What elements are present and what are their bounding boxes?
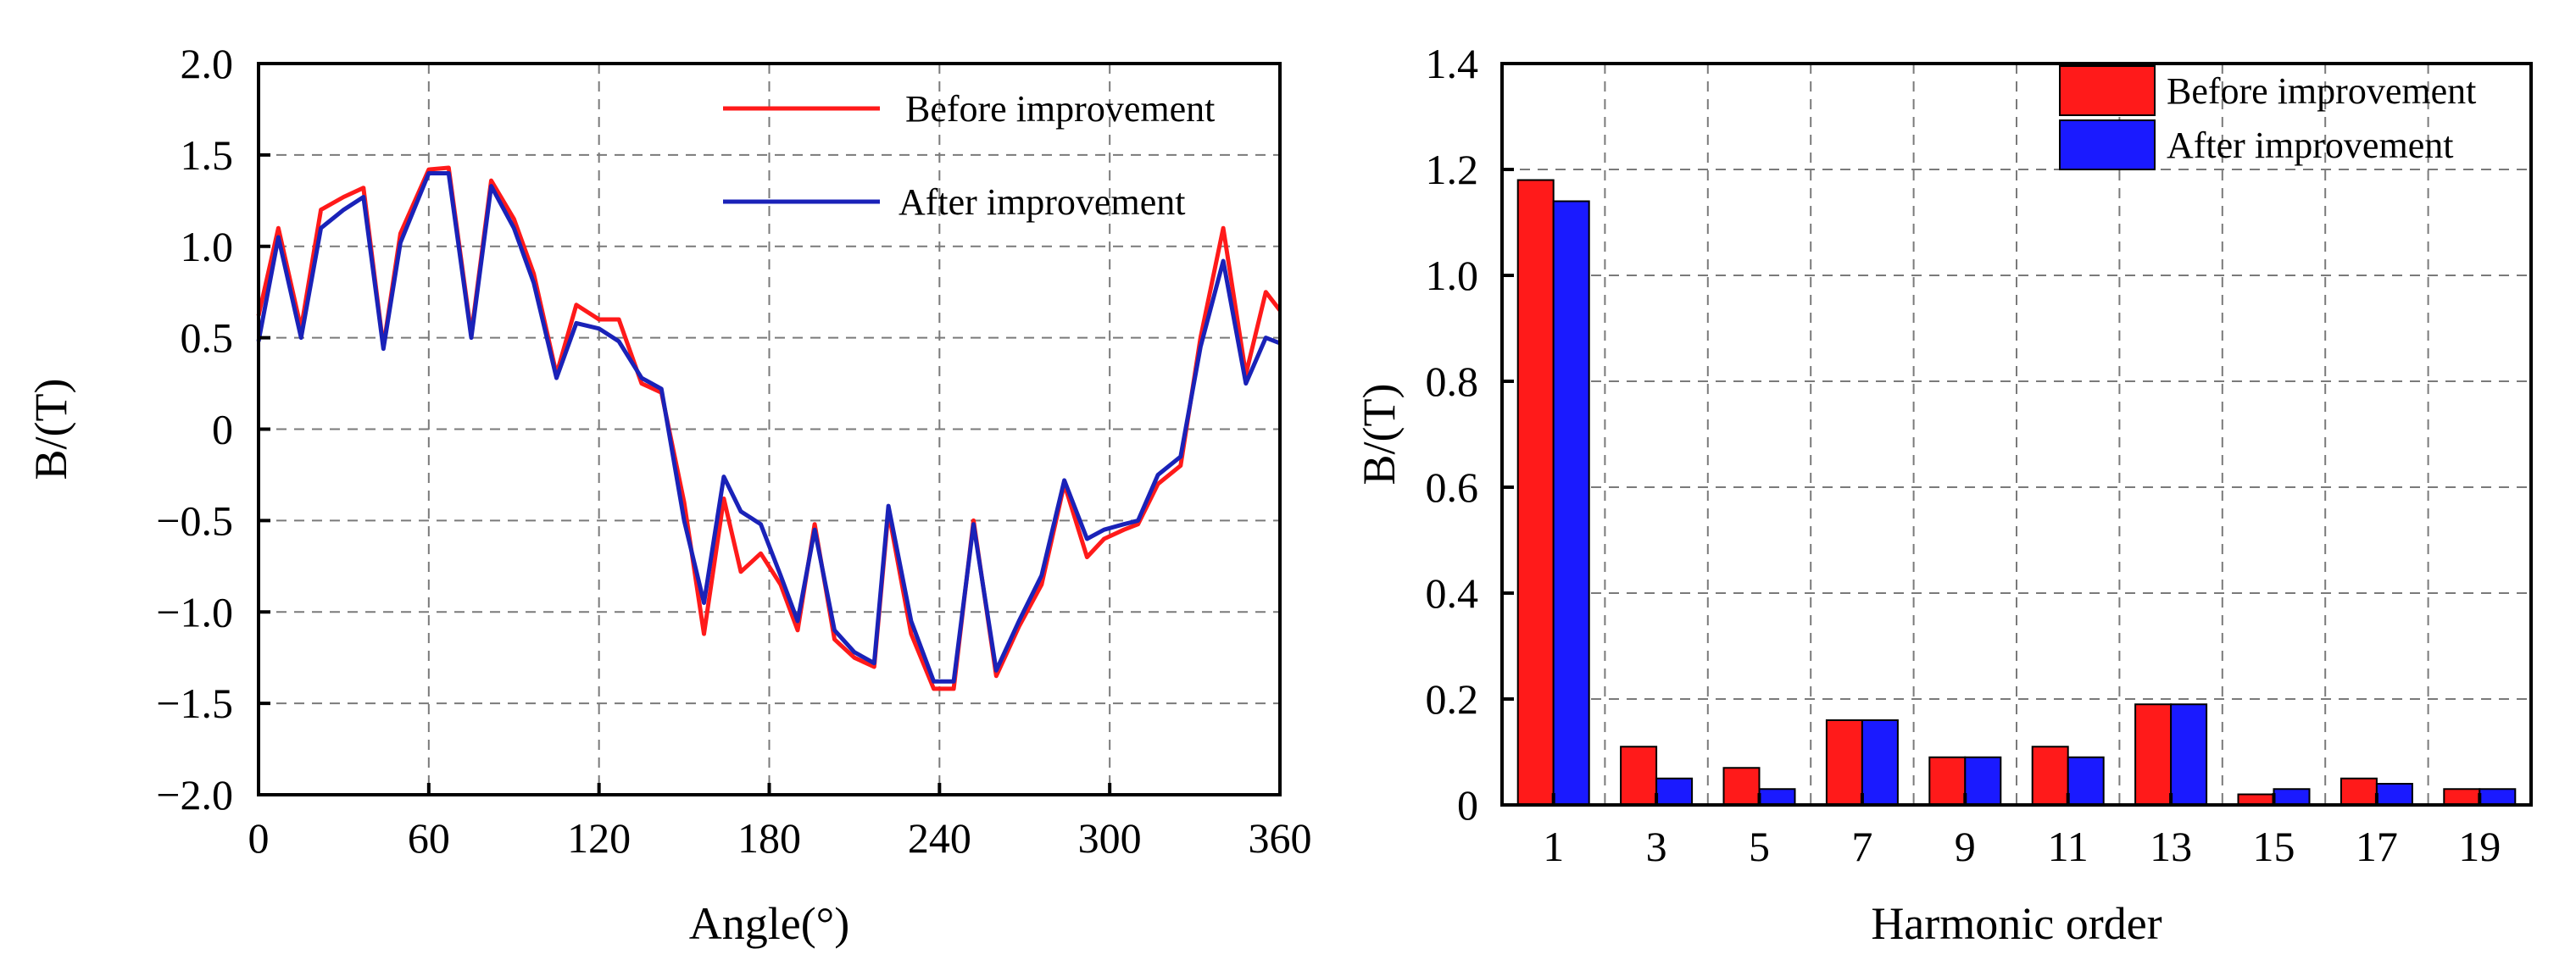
bar-after-improvement	[1552, 200, 1590, 806]
x-tick-label: 11	[2048, 823, 2089, 870]
x-tick-label: 300	[1078, 814, 1142, 862]
bar-after-improvement	[2273, 788, 2311, 806]
y-tick-label: −1.5	[156, 680, 233, 727]
bar-after-improvement	[1861, 719, 1899, 806]
bar-after-improvement	[2170, 703, 2208, 806]
bar-before-improvement	[2340, 777, 2378, 806]
y-tick-label: −1.0	[156, 588, 233, 635]
x-tick-label: 60	[408, 814, 450, 862]
x-tick-label: 240	[908, 814, 971, 862]
bar-before-improvement	[2443, 788, 2481, 806]
bar-after-improvement	[2067, 756, 2105, 806]
bar-before-improvement	[1516, 179, 1555, 806]
legend-swatch-after-improvement	[2059, 119, 2156, 170]
x-tick-label: 19	[2458, 823, 2501, 870]
x-tick-label: 0	[248, 814, 270, 862]
x-tick-label: 3	[1646, 823, 1667, 870]
y-axis-label: B/(T)	[1354, 384, 1405, 486]
y-tick-label: 1.5	[181, 131, 234, 179]
y-tick-label: 1.4	[1426, 40, 1479, 87]
legend-swatch-before-improvement	[2059, 65, 2156, 116]
bar-after-improvement	[2479, 788, 2517, 806]
x-tick-label: 180	[737, 814, 801, 862]
bar-before-improvement	[2031, 746, 2069, 806]
bar-after-improvement	[1758, 788, 1796, 806]
x-tick-label: 9	[1955, 823, 1976, 870]
y-axis-label: B/(T)	[25, 379, 76, 480]
plot-frame	[1500, 62, 2533, 807]
bar-before-improvement	[1620, 746, 1658, 806]
x-tick-label: 13	[2150, 823, 2192, 870]
x-tick-label: 7	[1851, 823, 1872, 870]
x-tick-label: 5	[1749, 823, 1770, 870]
y-tick-label: 0.4	[1426, 569, 1479, 617]
y-tick-label: 1.2	[1426, 146, 1479, 193]
legend-label-before-improvement: Before improvement	[905, 88, 1215, 130]
bar-after-improvement	[1964, 756, 2002, 806]
bar-after-improvement	[1655, 777, 1694, 806]
series-line-before-improvement	[256, 165, 1282, 691]
bar-after-improvement	[2375, 783, 2413, 806]
bar-before-improvement	[1722, 767, 1761, 806]
x-tick-label: 17	[2356, 823, 2398, 870]
y-tick-label: 1.0	[181, 223, 234, 270]
legend-label-before-improvement: Before improvement	[2167, 70, 2476, 112]
legend-label-after-improvement: After improvement	[2167, 125, 2453, 166]
x-tick-label: 360	[1249, 814, 1312, 862]
legend-label-after-improvement: After improvement	[899, 181, 1185, 223]
bar-before-improvement	[1928, 756, 1967, 806]
y-tick-label: 0	[1457, 781, 1478, 829]
y-tick-label: 0	[212, 406, 233, 453]
bar-before-improvement	[1825, 719, 1863, 806]
x-tick-label: 1	[1543, 823, 1564, 870]
series-line-after-improvement	[256, 171, 1281, 684]
angle-waveform-chart: 0 60 120 180 240 300 360 2.0 1.5 1.0 0.5 0 −0.5 −1.0 −…	[25, 40, 1312, 949]
y-tick-label: 0.6	[1426, 463, 1479, 511]
x-tick-label: 120	[567, 814, 631, 862]
bar-before-improvement	[2134, 703, 2173, 806]
y-tick-label: 2.0	[181, 40, 234, 87]
y-tick-label: −2.0	[156, 771, 233, 818]
harmonic-bar-chart: 1 3 5 7 9 11 13 15 17 191.41.21.00.80.60.40.20Har…	[1354, 40, 2533, 949]
y-tick-label: 0.5	[181, 314, 234, 362]
x-axis-label: Harmonic order	[1871, 898, 2162, 949]
x-axis-label: Angle(°)	[689, 898, 850, 949]
y-tick-label: −0.5	[156, 497, 233, 544]
y-tick-label: 0.2	[1426, 675, 1479, 723]
x-tick-label: 15	[2253, 823, 2295, 870]
y-tick-label: 1.0	[1426, 252, 1479, 299]
y-tick-label: 0.8	[1426, 358, 1479, 405]
